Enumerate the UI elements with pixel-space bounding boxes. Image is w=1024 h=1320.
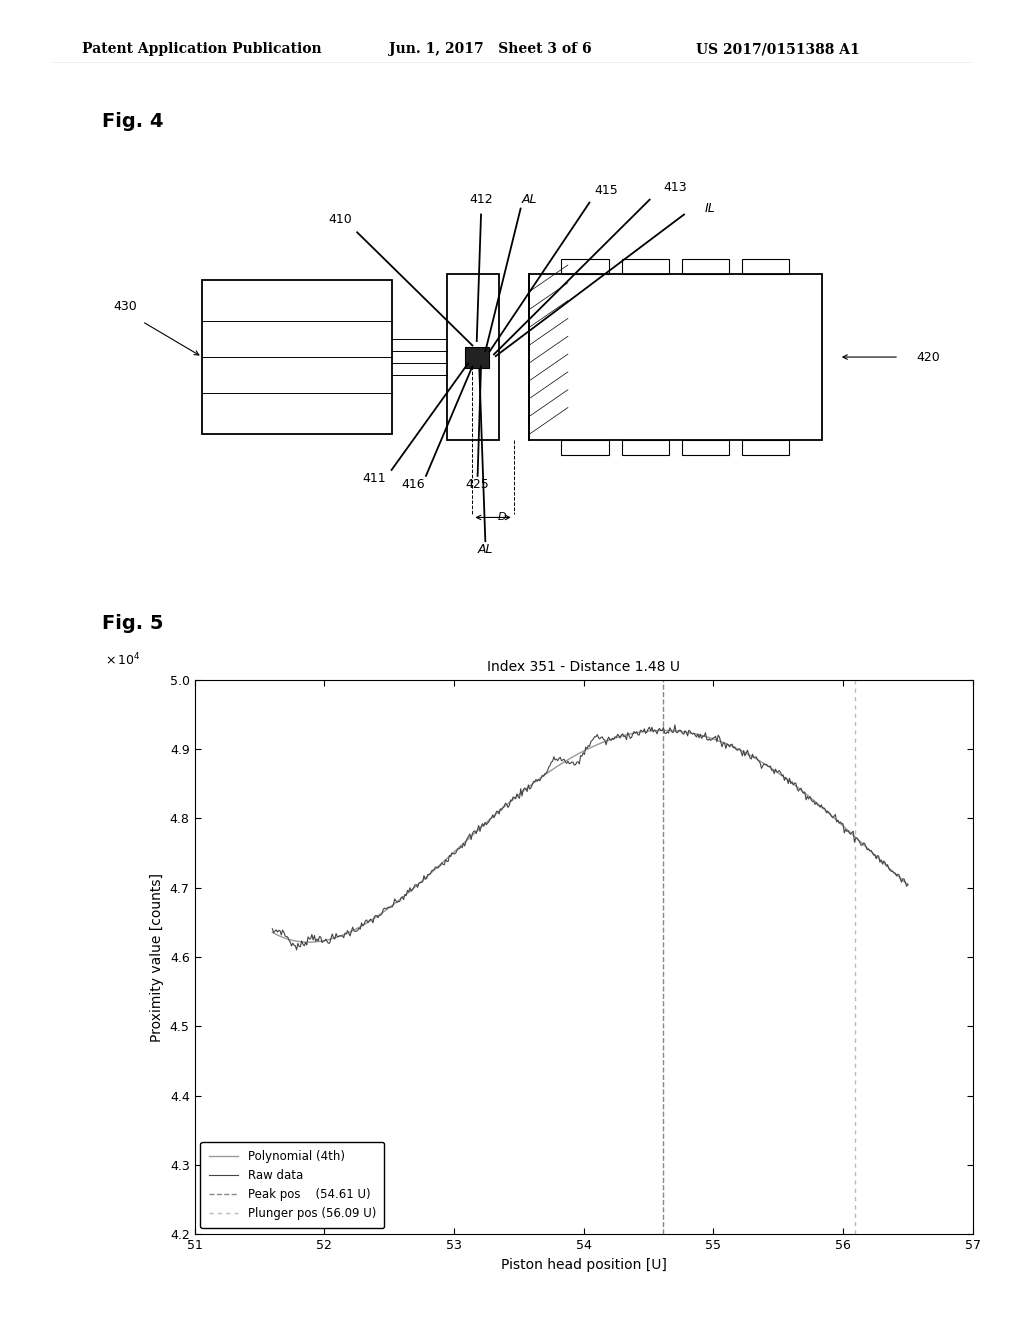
- Bar: [529, 273, 821, 440]
- Line: Raw data: Raw data: [272, 725, 908, 950]
- Polynomial (4th): [636, 723, 648, 739]
- Bar: [682, 440, 729, 455]
- Raw data: [573, 756, 586, 772]
- Bar: [622, 259, 669, 273]
- Text: 413: 413: [664, 181, 687, 194]
- Text: 411: 411: [362, 471, 386, 484]
- Raw data: [291, 942, 303, 958]
- Text: US 2017/0151388 A1: US 2017/0151388 A1: [696, 42, 860, 57]
- Line: Polynomial (4th): Polynomial (4th): [272, 730, 908, 942]
- Legend: Polynomial (4th), Raw data, Peak pos    (54.61 U), Plunger pos (56.09 U): Polynomial (4th), Raw data, Peak pos (54…: [201, 1142, 384, 1229]
- Polynomial (4th): [656, 722, 669, 738]
- Raw data: [669, 717, 681, 733]
- X-axis label: Piston head position [U]: Piston head position [U]: [501, 1258, 667, 1271]
- Text: 412: 412: [469, 193, 493, 206]
- Polynomial (4th): [750, 751, 762, 767]
- Polynomial (4th): [266, 924, 279, 940]
- Text: IL: IL: [705, 202, 715, 215]
- Bar: [561, 440, 608, 455]
- Raw data: [266, 921, 279, 937]
- Text: 415: 415: [595, 183, 618, 197]
- Text: 416: 416: [401, 478, 425, 491]
- Raw data: [889, 866, 901, 882]
- Bar: [447, 273, 499, 440]
- Bar: [465, 347, 488, 368]
- Text: Patent Application Publication: Patent Application Publication: [82, 42, 322, 57]
- Raw data: [611, 726, 624, 742]
- Text: D: D: [498, 512, 506, 523]
- Text: Fig. 4: Fig. 4: [102, 112, 164, 131]
- Text: 425: 425: [466, 478, 489, 491]
- Bar: [622, 440, 669, 455]
- Polynomial (4th): [653, 722, 666, 738]
- Bar: [203, 280, 391, 434]
- Bar: [742, 259, 790, 273]
- Y-axis label: Proximity value [counts]: Proximity value [counts]: [151, 873, 164, 1041]
- Text: 410: 410: [328, 214, 352, 227]
- Polynomial (4th): [303, 935, 315, 950]
- Raw data: [790, 775, 802, 791]
- Text: 430: 430: [113, 300, 137, 313]
- Text: AL: AL: [521, 193, 537, 206]
- Title: Index 351 - Distance 1.48 U: Index 351 - Distance 1.48 U: [487, 660, 680, 675]
- Polynomial (4th): [306, 935, 318, 950]
- Polynomial (4th): [815, 799, 827, 814]
- Bar: [682, 259, 729, 273]
- Raw data: [569, 756, 582, 772]
- Text: $\times\,10^4$: $\times\,10^4$: [105, 652, 140, 669]
- Bar: [561, 259, 608, 273]
- Polynomial (4th): [902, 876, 914, 892]
- Polynomial (4th): [673, 723, 685, 739]
- Text: AL: AL: [477, 543, 494, 556]
- Raw data: [902, 876, 914, 892]
- Raw data: [646, 719, 658, 735]
- Bar: [742, 440, 790, 455]
- Text: Jun. 1, 2017   Sheet 3 of 6: Jun. 1, 2017 Sheet 3 of 6: [389, 42, 592, 57]
- Text: Fig. 5: Fig. 5: [102, 614, 164, 632]
- Text: 420: 420: [916, 351, 940, 363]
